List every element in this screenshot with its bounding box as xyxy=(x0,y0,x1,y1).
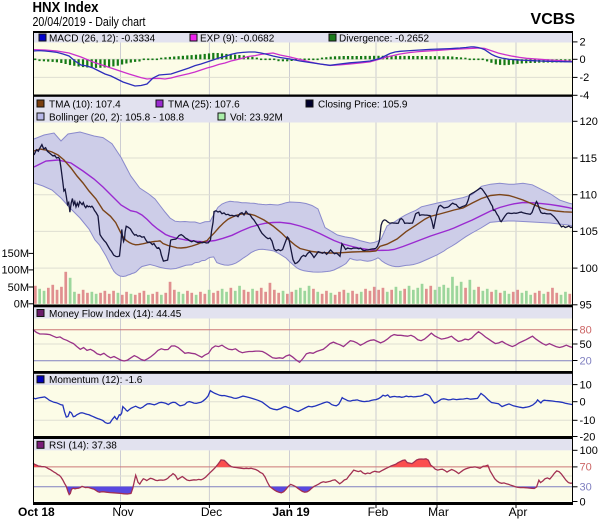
svg-text:Nov: Nov xyxy=(112,505,133,519)
svg-text:Closing Price: 105.9: Closing Price: 105.9 xyxy=(318,99,408,110)
svg-text:Jan 19: Jan 19 xyxy=(272,505,310,519)
svg-text:50: 50 xyxy=(580,339,592,351)
svg-text:Momentum (12): -1.6: Momentum (12): -1.6 xyxy=(49,375,143,386)
svg-text:80: 80 xyxy=(580,325,592,337)
svg-text:-20: -20 xyxy=(580,431,596,443)
svg-text:20: 20 xyxy=(580,355,592,367)
svg-text:0: 0 xyxy=(580,54,586,66)
svg-text:2: 2 xyxy=(580,37,586,49)
svg-text:TMA (25): 107.6: TMA (25): 107.6 xyxy=(168,99,240,110)
svg-text:0M: 0M xyxy=(14,299,29,311)
svg-text:105: 105 xyxy=(580,226,598,238)
svg-text:150M: 150M xyxy=(1,248,29,260)
svg-text:TMA (10): 107.4: TMA (10): 107.4 xyxy=(49,99,121,110)
svg-text:Mar: Mar xyxy=(428,505,449,519)
svg-text:Bollinger (20, 2): 105.8 - 108: Bollinger (20, 2): 105.8 - 108.8 xyxy=(49,112,185,123)
svg-text:10: 10 xyxy=(580,379,592,391)
svg-text:Vol: 23.92M: Vol: 23.92M xyxy=(230,112,283,123)
svg-text:Apr: Apr xyxy=(509,505,528,519)
svg-text:110: 110 xyxy=(580,190,598,202)
svg-text:HNX Index: HNX Index xyxy=(33,0,99,16)
svg-text:50M: 50M xyxy=(8,282,29,294)
svg-text:EXP (9): -0.0682: EXP (9): -0.0682 xyxy=(200,33,275,44)
svg-text:100: 100 xyxy=(580,445,598,457)
svg-text:70: 70 xyxy=(580,462,592,474)
svg-text:VCBS: VCBS xyxy=(531,11,576,28)
svg-text:MACD (26, 12): -0.3334: MACD (26, 12): -0.3334 xyxy=(49,33,156,44)
svg-text:-10: -10 xyxy=(580,415,596,427)
svg-text:95: 95 xyxy=(580,300,592,312)
svg-text:120: 120 xyxy=(580,116,598,128)
svg-text:Money Flow Index (14): 44.45: Money Flow Index (14): 44.45 xyxy=(49,309,182,320)
svg-text:-4: -4 xyxy=(580,90,590,102)
svg-text:0: 0 xyxy=(580,397,586,409)
svg-text:20/04/2019 - Daily chart: 20/04/2019 - Daily chart xyxy=(33,14,146,29)
svg-text:30: 30 xyxy=(580,482,592,494)
svg-text:100: 100 xyxy=(580,263,598,275)
svg-text:Dec: Dec xyxy=(201,505,222,519)
svg-text:100M: 100M xyxy=(1,265,29,277)
svg-text:RSI (14): 37.38: RSI (14): 37.38 xyxy=(49,441,117,452)
svg-text:115: 115 xyxy=(580,153,598,165)
svg-text:Oct 18: Oct 18 xyxy=(18,505,55,519)
svg-text:-2: -2 xyxy=(580,72,590,84)
svg-text:Feb: Feb xyxy=(368,505,389,519)
svg-text:0: 0 xyxy=(580,496,586,508)
svg-text:Divergence: -0.2652: Divergence: -0.2652 xyxy=(339,33,429,44)
